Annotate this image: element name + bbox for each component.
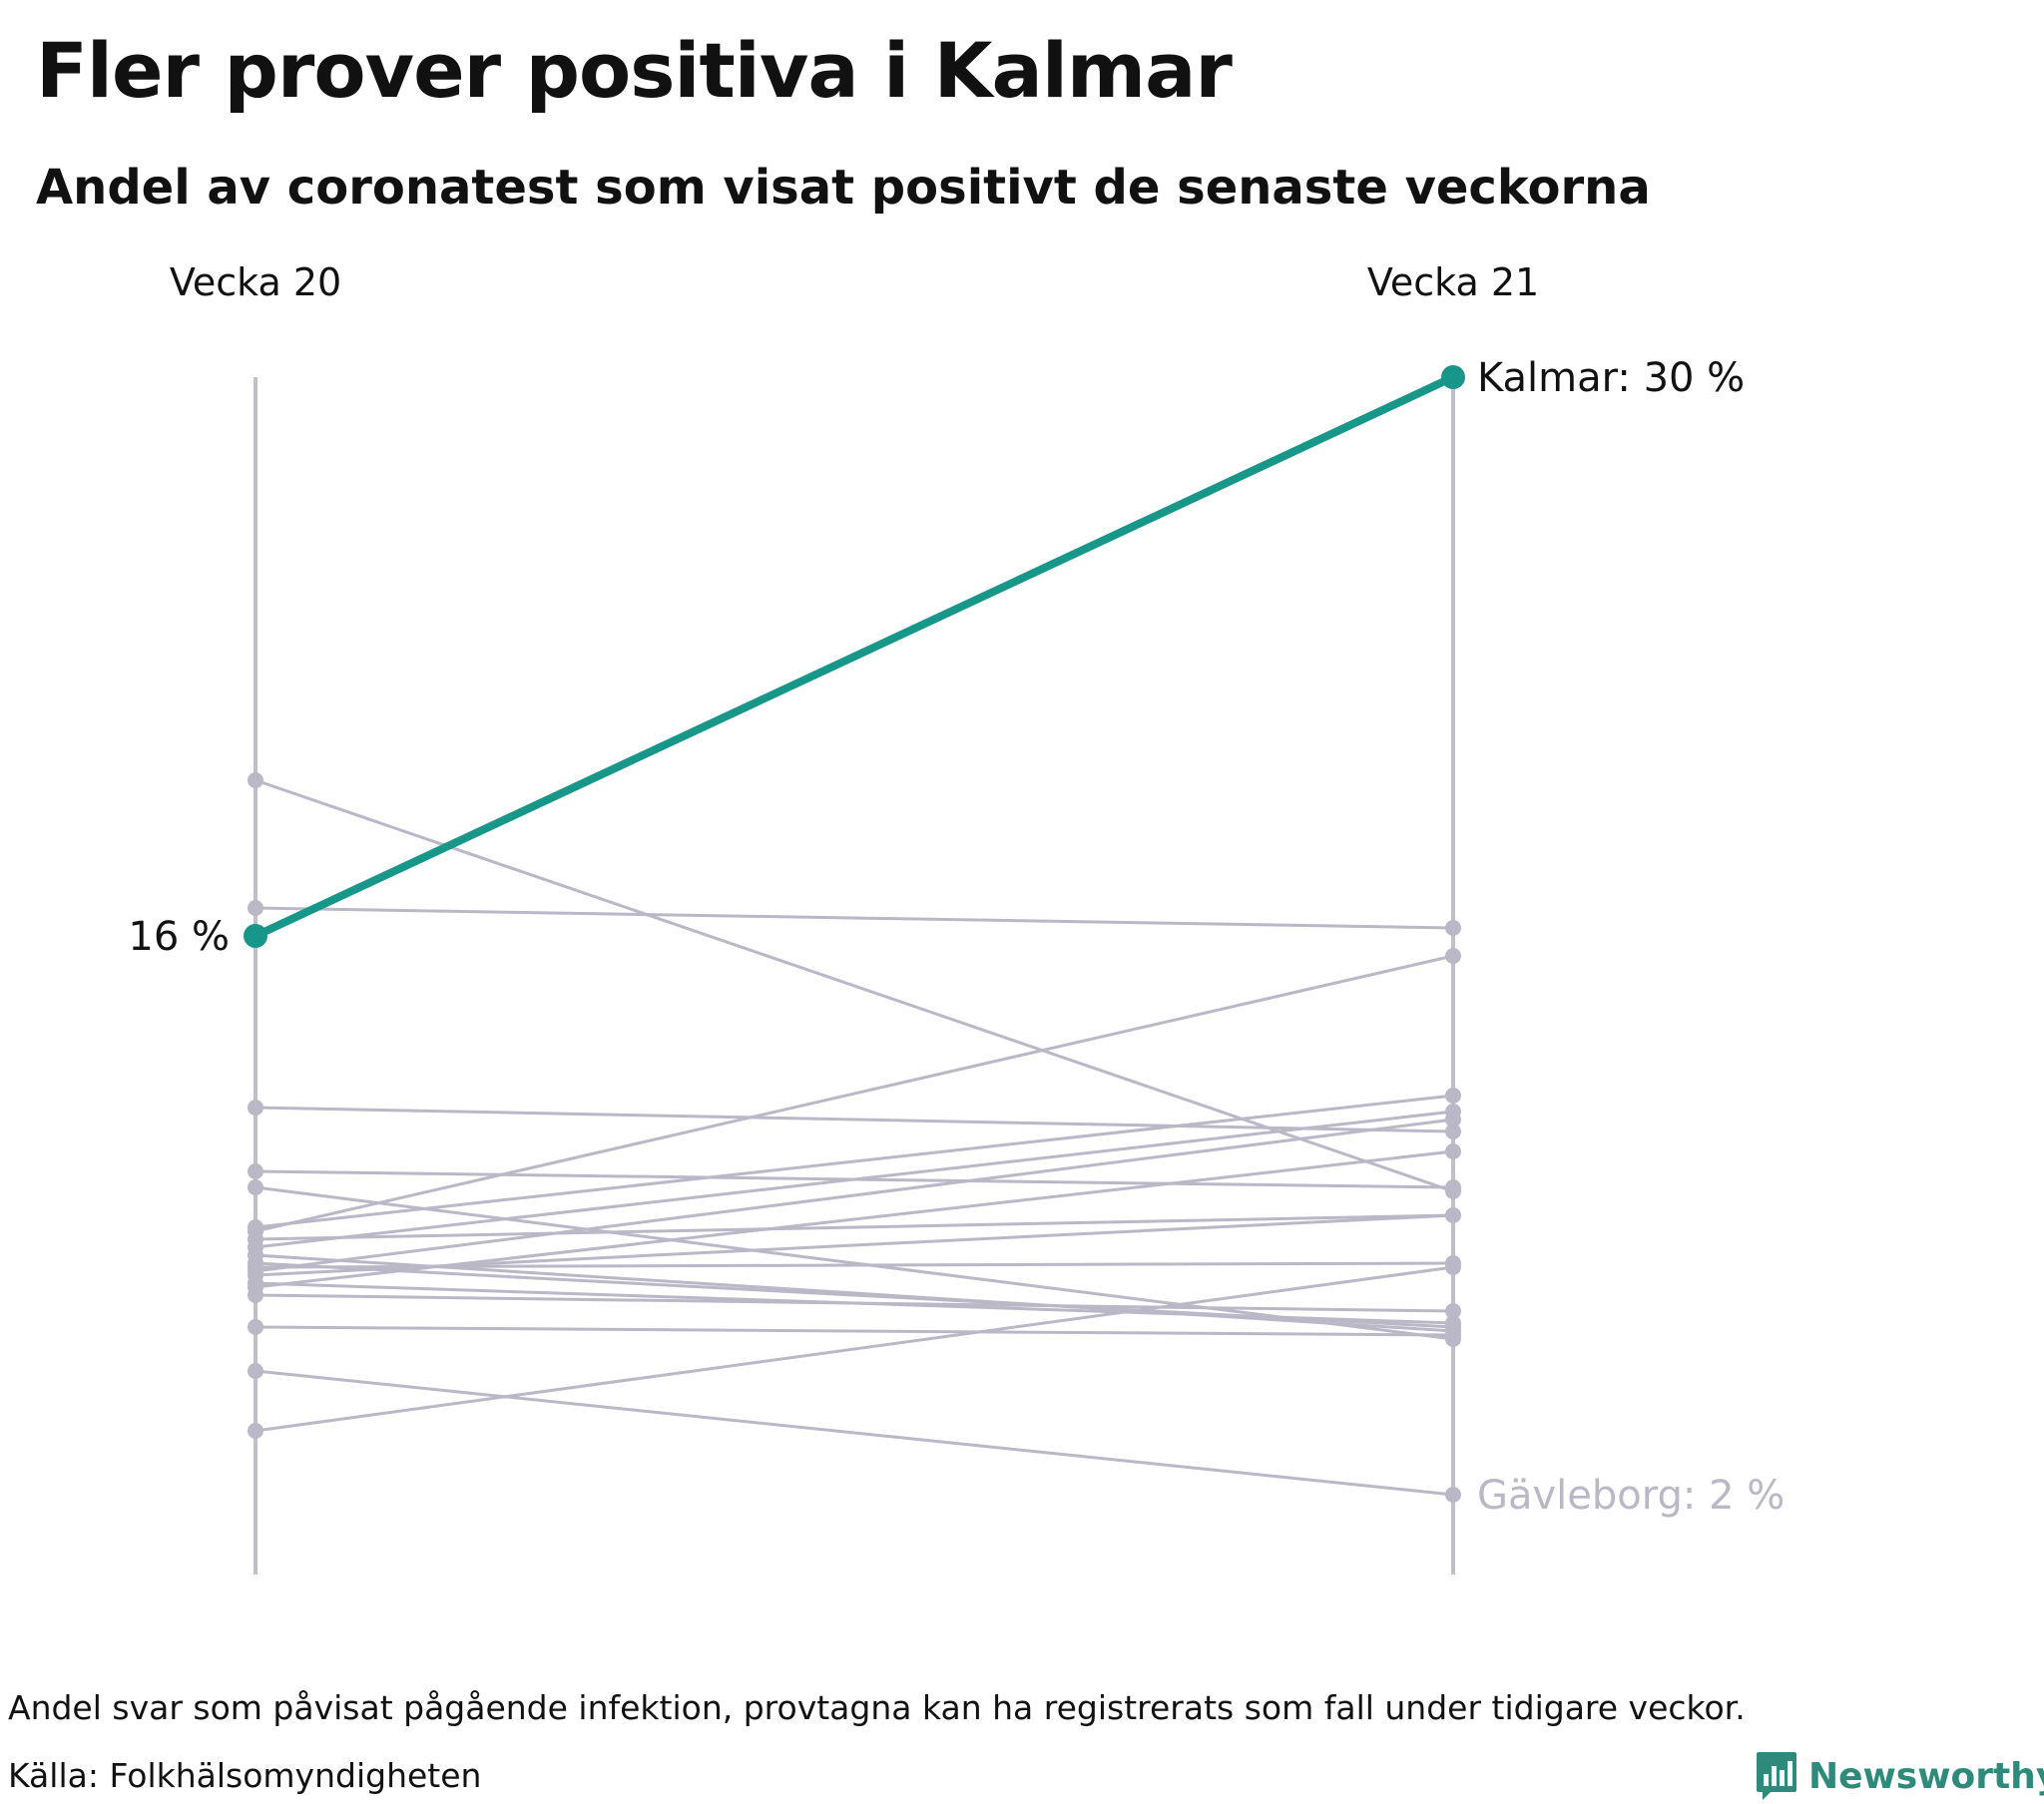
series-point-end-15 xyxy=(1445,1143,1461,1159)
series-point-end-3 xyxy=(1445,1179,1461,1195)
muted-series-group xyxy=(248,772,1461,1503)
series-line-18 xyxy=(255,1265,1454,1433)
highlight-start-label: 16 % xyxy=(128,914,230,960)
series-point-start-3 xyxy=(248,1163,263,1179)
series-point-start-2 xyxy=(248,1100,263,1116)
series-point-start-1 xyxy=(248,900,263,916)
series-point-start-19 xyxy=(248,1363,263,1379)
series-line-6 xyxy=(255,954,1454,1233)
series-point-start-17 xyxy=(248,1319,263,1335)
brand-name: Newsworthy xyxy=(1808,1755,2044,1797)
axis-header-0: Vecka 20 xyxy=(170,260,341,304)
series-point-start-4 xyxy=(248,1179,263,1195)
series-line-2 xyxy=(255,1106,1454,1133)
series-line-17 xyxy=(255,1325,1454,1337)
source-note: Källa: Folkhälsomyndigheten xyxy=(8,1756,482,1795)
series-line-1 xyxy=(255,906,1454,930)
axes-group: Vecka 20 Vecka 21 xyxy=(170,260,1539,1575)
series-point-end-19 xyxy=(1445,1487,1461,1503)
labels-group: 16 % Kalmar: 30 % Gävleborg: 2 % xyxy=(128,355,1785,1519)
series-point-end-17 xyxy=(1445,1327,1461,1343)
series-point-end-2 xyxy=(1445,1124,1461,1139)
series-line-15 xyxy=(255,1149,1454,1289)
low-series-end-label: Gävleborg: 2 % xyxy=(1477,1473,1785,1519)
series-point-end-14 xyxy=(1445,1315,1461,1331)
series-point-start-18 xyxy=(248,1423,263,1439)
brand-logo: Newsworthy xyxy=(1755,1748,2044,1804)
series-line-16 xyxy=(255,1293,1454,1313)
series-point-end-12 xyxy=(1445,1112,1461,1128)
series-point-end-6 xyxy=(1445,948,1461,964)
axis-header-1: Vecka 21 xyxy=(1367,260,1539,304)
highlight-line xyxy=(252,373,1457,940)
series-line-4 xyxy=(255,1185,1454,1341)
series-point-end-16 xyxy=(1445,1303,1461,1319)
series-line-19 xyxy=(255,1369,1454,1497)
chart-title: Fler prover positiva i Kalmar xyxy=(36,26,1233,115)
series-point-start-16 xyxy=(248,1287,263,1303)
series-line-7 xyxy=(255,1213,1454,1241)
series-line-5 xyxy=(255,1094,1454,1229)
series-point-end-5 xyxy=(1445,1088,1461,1104)
series-point-end-13 xyxy=(1445,1207,1461,1223)
series-line-0 xyxy=(255,778,1454,1193)
footnote: Andel svar som påvisat pågående infektio… xyxy=(8,1688,1746,1727)
series-line-8 xyxy=(255,1110,1454,1249)
series-line-12 xyxy=(255,1118,1454,1273)
series-point-end-1 xyxy=(1445,920,1461,936)
series-point-start-0 xyxy=(248,772,263,788)
highlight-point-start xyxy=(244,924,267,948)
highlight-series-group xyxy=(244,365,1465,948)
highlight-end-label: Kalmar: 30 % xyxy=(1477,355,1745,401)
chart-subtitle: Andel av coronatest som visat positivt d… xyxy=(36,160,1651,216)
newsworthy-chart-logo-icon xyxy=(1757,1752,1796,1800)
highlight-point-end xyxy=(1441,365,1465,389)
series-point-end-18 xyxy=(1445,1259,1461,1275)
